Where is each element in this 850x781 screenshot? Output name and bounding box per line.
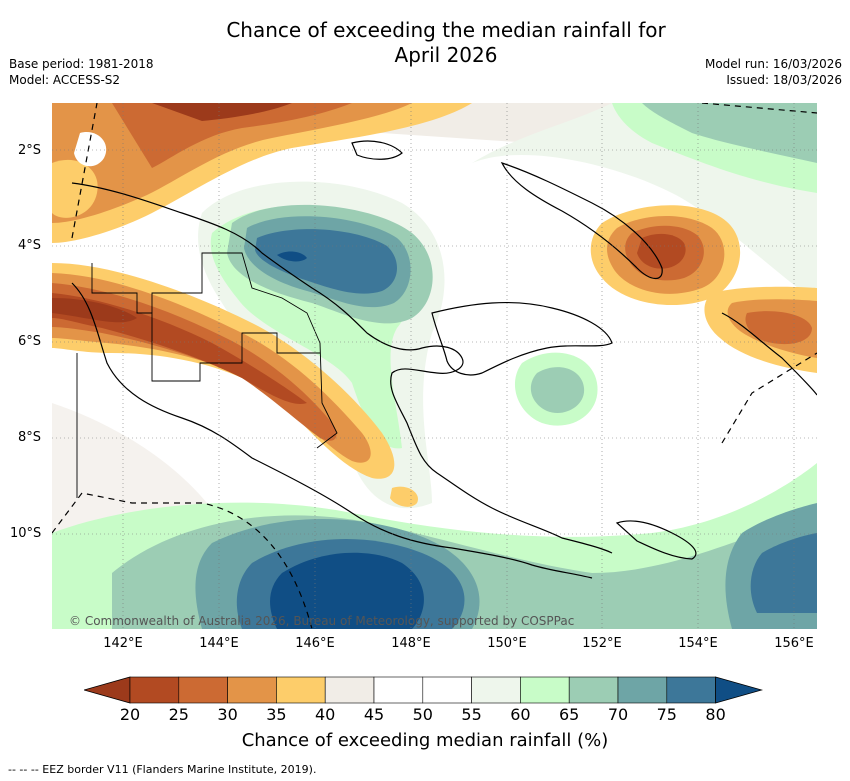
colorbar-swatch: [617, 676, 668, 704]
colorbar-swatch: [471, 676, 521, 704]
eez-legend-note: -- -- -- EEZ border V11 (Flanders Marine…: [8, 763, 317, 776]
lon-label-152e: 152°E: [582, 636, 622, 651]
map-svg: [52, 103, 817, 629]
lon-label-156e: 156°E: [774, 636, 814, 651]
new-guinea-south-coast: [71, 282, 593, 579]
model-name: Model: ACCESS-S2: [9, 73, 121, 87]
colorbar-title: Chance of exceeding median rainfall (%): [241, 730, 609, 751]
colorbar-tick-label: 80: [705, 705, 726, 724]
colorbar-swatch: [373, 676, 424, 704]
title-line-2: April 2026: [394, 43, 498, 67]
colorbar-swatch: [324, 676, 375, 704]
border-western-southern-highlands: [91, 263, 320, 382]
title-line-1: Chance of exceeding the median rainfall …: [226, 18, 666, 42]
lon-label-154e: 154°E: [678, 636, 718, 651]
colorbar-swatch: [422, 676, 472, 704]
band-35-40-west-patch: [52, 159, 98, 218]
lat-label-2s: 2°S: [18, 143, 42, 158]
band-20-25-east: [637, 233, 686, 269]
rainfall-probability-fields: [52, 103, 817, 629]
band-80-plus-central: [277, 251, 307, 262]
province-borders: [76, 252, 338, 498]
colorbar-swatch: [666, 676, 716, 704]
attribution: © Commonwealth of Australia 2026, Bureau…: [69, 614, 575, 628]
new-britain-coast: [431, 301, 613, 376]
band-below-20-diagonal: [52, 298, 137, 323]
eez-south: [52, 492, 313, 629]
colorbar-swatch: [568, 676, 619, 704]
colorbar-swatch: [227, 676, 277, 704]
colorbar-tick-label: 65: [559, 705, 580, 724]
lat-label-8s: 8°S: [18, 430, 42, 445]
colorbar-tick-label: 55: [461, 705, 482, 724]
band-20-25-northwest: [152, 103, 292, 121]
map-title: Chance of exceeding the median rainfall …: [0, 18, 850, 68]
colorbar-swatch: [129, 676, 180, 704]
issued-date: Issued: 18/03/2026: [726, 73, 842, 87]
colorbar-tick-label: 40: [315, 705, 336, 724]
lon-label-144e: 144°E: [199, 636, 239, 651]
lat-label-4s: 4°S: [18, 238, 42, 253]
lon-label-142e: 142°E: [103, 636, 143, 651]
lon-label-150e: 150°E: [487, 636, 527, 651]
band-65-70-east: [530, 367, 585, 414]
colorbar-tick-label: 20: [119, 705, 141, 724]
colorbar-tick-label: 75: [656, 705, 677, 724]
colorbar-swatch: [276, 676, 326, 704]
louisiade-coast: [615, 520, 697, 560]
map-panel[interactable]: [52, 103, 817, 629]
colorbar-under-triangle: [84, 676, 131, 704]
colorbar-tick-label: 35: [266, 705, 287, 724]
band-75-80-central: [255, 229, 398, 294]
band-65-70-northeast: [642, 103, 817, 163]
lat-label-10s: 10°S: [10, 526, 42, 541]
eez-borders: [52, 103, 817, 629]
manus-island-coast: [351, 140, 403, 160]
band-25-30-far-east: [745, 311, 812, 345]
lat-label-6s: 6°S: [18, 334, 42, 349]
lon-label-146e: 146°E: [295, 636, 335, 651]
model-run: Model run: 16/03/2026: [704, 57, 842, 71]
band-25-30-northwest: [112, 103, 352, 168]
colorbar-tick-label: 60: [510, 705, 531, 724]
colorbar-over-triangle: [715, 676, 764, 704]
colorbar-swatch: [178, 676, 228, 704]
border-highlands: [151, 252, 321, 344]
lon-label-148e: 148°E: [391, 636, 431, 651]
new-guinea-north-coast: [71, 182, 613, 554]
base-period: Base period: 1981-2018: [9, 57, 154, 71]
band-45-50-west-patch: [74, 132, 107, 167]
band-75-80-southeast: [750, 533, 817, 613]
colorbar-tick-label: 45: [363, 705, 385, 724]
colorbar-tick-label: 25: [168, 705, 189, 724]
meta-left: Base period: 1981-2018 Model: ACCESS-S2: [9, 56, 154, 88]
bougainville-coast: [721, 312, 817, 396]
new-ireland-coast: [500, 161, 663, 280]
colorbar-tick-label: 50: [412, 705, 433, 724]
colorbar-swatch: [520, 676, 570, 704]
eez-northeast: [701, 103, 817, 114]
colorbar-tick-label: 70: [607, 705, 629, 724]
border-gulf-central: [316, 342, 338, 449]
colorbar-tick-label: 30: [217, 705, 238, 724]
eez-west-north: [71, 103, 98, 239]
coastlines: [71, 140, 817, 579]
band-80-plus-south: [270, 552, 424, 629]
meta-right: Model run: 16/03/2026 Issued: 18/03/2026: [705, 56, 842, 88]
eez-east: [721, 352, 817, 444]
colorbar: [84, 676, 764, 704]
